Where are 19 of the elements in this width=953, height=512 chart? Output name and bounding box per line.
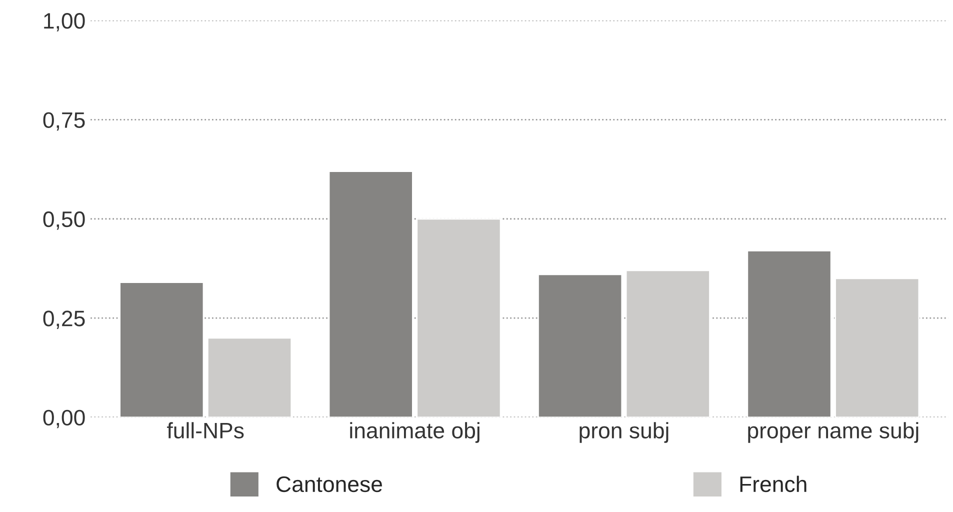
- legend-label: French: [740, 476, 806, 492]
- y-tick-label: 0,00: [43, 410, 85, 428]
- x-tick-label: proper name subj: [748, 422, 918, 443]
- x-tick-label: pron subj: [580, 422, 668, 443]
- bar: [119, 282, 204, 418]
- bar: [328, 170, 414, 418]
- bar: [834, 278, 920, 418]
- bar: [206, 337, 292, 418]
- y-tick-label: 1,00: [44, 13, 85, 32]
- x-tick-label: inanimate obj: [350, 422, 480, 443]
- y-tick-label: 0,50: [43, 211, 85, 230]
- legend-label: Cantonese: [276, 476, 382, 492]
- bar: [538, 274, 623, 418]
- y-tick-label: 0,25: [43, 310, 85, 329]
- x-tick-label: full-NPs: [167, 422, 244, 438]
- y-tick-label: 0,75: [43, 112, 85, 131]
- bar: [746, 250, 832, 418]
- bar: [625, 270, 710, 418]
- bar: [416, 218, 502, 418]
